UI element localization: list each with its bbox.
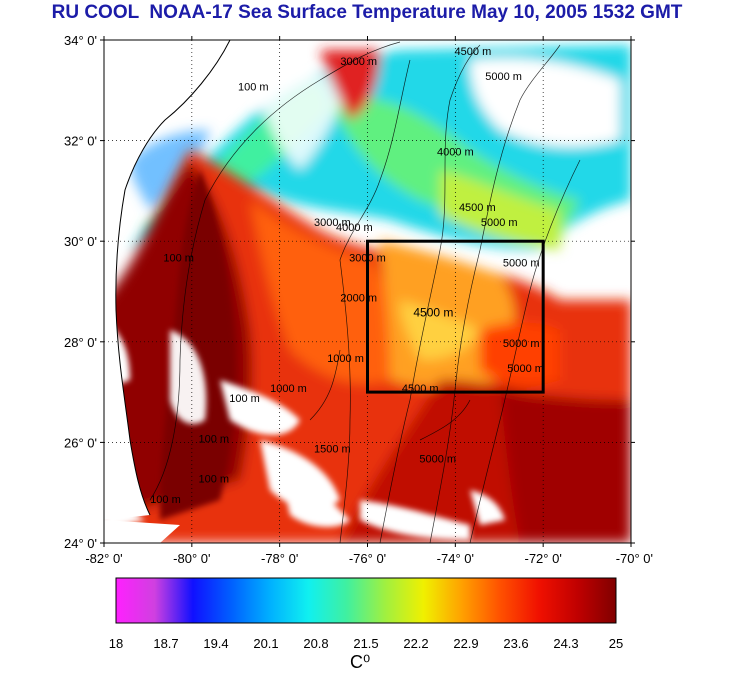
colorbar-tick-label: 23.6	[503, 636, 528, 651]
map-title: RU COOL NOAA-17 Sea Surface Temperature …	[51, 2, 683, 23]
depth-label: 4500 m	[459, 202, 496, 214]
depth-label: 1000 m	[270, 383, 307, 395]
lat-tick-label: 32° 0'	[64, 134, 97, 149]
colorbar-tick-label: 21.5	[353, 636, 378, 651]
depth-label: 5000 m	[507, 363, 544, 375]
depth-label: 5000 m	[481, 217, 518, 229]
depth-label: 5000 m	[503, 338, 540, 350]
depth-label: 100 m	[238, 81, 269, 93]
colorbar-gradient	[115, 577, 617, 624]
lon-tick-label: -82° 0'	[85, 551, 122, 566]
depth-label: 100 m	[199, 433, 230, 445]
study-area-box	[366, 239, 545, 394]
colorbar-tick-label: 18	[109, 636, 123, 651]
colorbar-tick-label: 18.7	[153, 636, 178, 651]
depth-label: 4500 m	[413, 306, 453, 320]
depth-label: 100 m	[199, 474, 230, 486]
lon-tick-label: -78° 0'	[261, 551, 298, 566]
depth-label: 4000 m	[437, 147, 474, 159]
depth-label: 1500 m	[314, 443, 351, 455]
depth-label: 100 m	[150, 494, 181, 506]
sst-field	[104, 40, 631, 543]
colorbar-tick-label: 20.8	[303, 636, 328, 651]
lon-tick-label: -72° 0'	[525, 551, 562, 566]
coastline	[115, 40, 231, 516]
colorbar-unit-label: C⁰	[350, 652, 371, 672]
depth-label: 5000 m	[485, 71, 522, 83]
colorbar-tick-label: 20.1	[253, 636, 278, 651]
depth-label: 2000 m	[340, 293, 377, 305]
tick-marks	[100, 36, 635, 547]
depth-label: 100 m	[229, 393, 260, 405]
lon-tick-label: -74° 0'	[437, 551, 474, 566]
depth-label: 3000 m	[340, 56, 377, 68]
tick-labels: 34° 0' 32° 0' 30° 0' 28° 0' 26° 0' 24° 0'-82°…	[64, 33, 653, 566]
depth-label: 100 m	[163, 252, 194, 264]
lat-tick-label: 34° 0'	[64, 33, 97, 48]
depth-label: 1000 m	[327, 353, 364, 365]
colorbar-tick-label: 22.2	[403, 636, 428, 651]
lon-tick-label: -80° 0'	[173, 551, 210, 566]
colorbar-tick-label: 22.9	[453, 636, 478, 651]
depth-label: 3000 m	[314, 217, 351, 229]
depth-label: 5000 m	[419, 454, 456, 466]
depth-label: 5000 m	[503, 257, 540, 269]
lat-tick-label: 28° 0'	[64, 335, 97, 350]
lat-tick-label: 26° 0'	[64, 435, 97, 450]
lat-tick-label: 24° 0'	[64, 536, 97, 551]
colorbar-tick-label: 24.3	[553, 636, 578, 651]
colorbar-tick-label: 19.4	[203, 636, 228, 651]
lon-tick-label: -70° 0'	[616, 551, 653, 566]
colorbar: 18 18.7 19.4 20.1 20.8 21.5 22.2 22.9 23.6 24.3 25	[109, 577, 623, 651]
bathymetry-contours	[149, 41, 581, 543]
colorbar-tick-label: 25	[609, 636, 623, 651]
colorbar-tick-labels: 18 18.7 19.4 20.1 20.8 21.5 22.2 22.9 23.6 24.3 25	[109, 636, 623, 651]
depth-label: 4000 m	[336, 222, 373, 234]
lon-tick-label: -76° 0'	[349, 551, 386, 566]
depth-label: 4500 m	[455, 46, 492, 58]
lat-tick-label: 30° 0'	[64, 234, 97, 249]
